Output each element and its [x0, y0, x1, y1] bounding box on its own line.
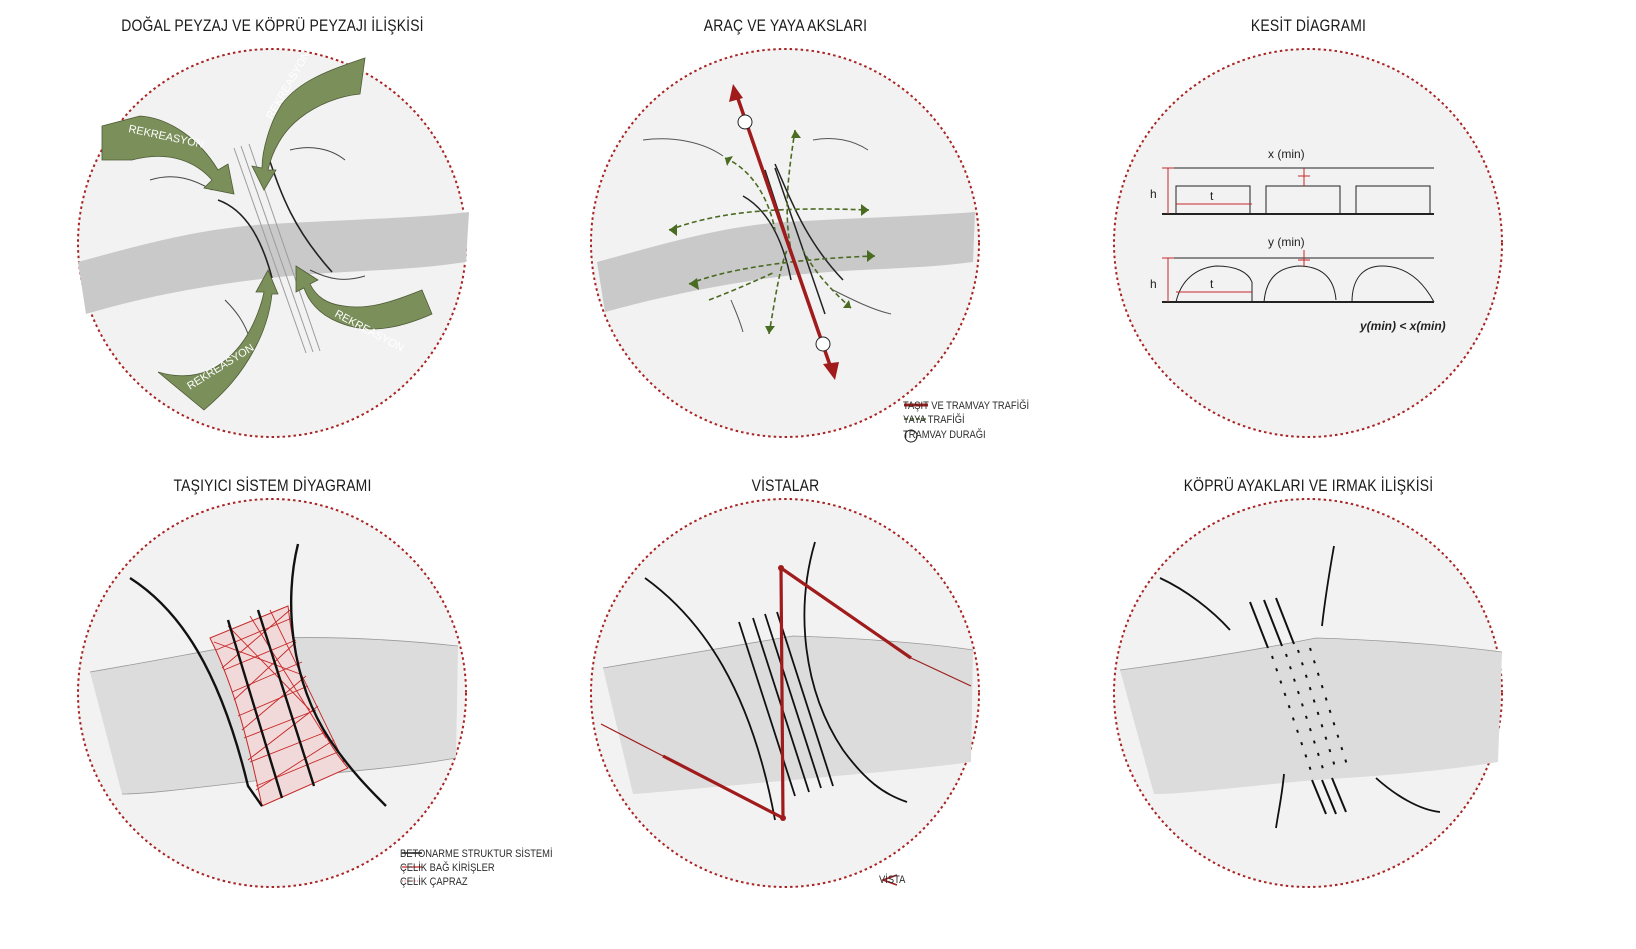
- landscape-diagram: REKREASYON REKREASYON REKREASYON REKREAS…: [77, 48, 469, 438]
- section-diagram: x (min) h t y (min) h t y(min) < x(min): [1113, 48, 1503, 438]
- legend-vehicle: TAŞIT VE TRAMVAY TRAFİĞİ: [903, 400, 1030, 412]
- panel-landscape: DOĞAL PEYZAJ VE KÖPRÜ PEYZAJI İLİŞKİSİ R…: [0, 0, 545, 474]
- vehicle-arrowhead: [823, 362, 839, 380]
- frame-circle: [1113, 48, 1503, 438]
- vehicle-legend-icon: [904, 403, 928, 407]
- legend-tram-stop: TRAMVAY DURAĞI: [903, 429, 986, 441]
- structure-diagram: [77, 498, 467, 888]
- arrow-shape: [101, 115, 235, 195]
- legend-steel-beams: ÇELİK BAĞ KİRİŞLER: [400, 862, 495, 874]
- section-x: x (min) h t: [1150, 147, 1434, 215]
- contour-lines: [642, 137, 892, 333]
- panel-axes: ARAÇ VE YAYA AKSLARI: [513, 0, 1058, 474]
- panel-title: VİSTALAR: [751, 476, 820, 495]
- panel-title: KESİT DİAGRAMI: [1250, 16, 1367, 35]
- panel-vistas: VİSTALAR VİSTA: [513, 460, 1058, 934]
- structure-legend: BETONARME STRUKTUR SİSTEMİ ÇELİK BAĞ KİR…: [400, 848, 553, 896]
- bank-curves: [217, 149, 333, 279]
- piers: [1249, 597, 1347, 815]
- bank-line: [1119, 637, 1503, 671]
- arrow-shape: [251, 57, 366, 191]
- tram-stop-icon: [815, 336, 831, 352]
- tram-stop-icon: [737, 114, 753, 130]
- comparison-label: y(min) < x(min): [1359, 319, 1446, 333]
- vehicle-axis: [733, 89, 835, 375]
- pedestrian-arrows: [668, 129, 876, 335]
- river: [78, 212, 469, 314]
- steel-bracing-grid: [209, 605, 349, 807]
- vista-lines: [600, 565, 972, 821]
- panel-title: ARAÇ VE YAYA AKSLARI: [703, 16, 868, 35]
- piers-diagram: [1113, 498, 1503, 888]
- axes-diagram: [590, 48, 980, 438]
- panel-piers: KÖPRÜ AYAKLARI VE IRMAK İLİŞKİSİ: [1036, 460, 1581, 934]
- pedestrian-arrowheads: [669, 130, 875, 334]
- arrow-shape: [295, 265, 433, 330]
- panel-title: DOĞAL PEYZAJ VE KÖPRÜ PEYZAJI İLİŞKİSİ: [121, 16, 424, 35]
- bridge-lines: [644, 541, 908, 821]
- vistas-diagram: [590, 498, 980, 888]
- concrete-structure: [129, 543, 387, 807]
- river: [603, 636, 973, 794]
- arrow-shape: [157, 269, 279, 411]
- river: [1120, 638, 1502, 794]
- y-min-label: y (min): [1268, 235, 1305, 249]
- steel-bracing-legend-icon: [402, 880, 422, 882]
- panel-section: KESİT DİAGRAMI x (min) h t: [1036, 0, 1581, 474]
- steel-beam-legend-icon: [402, 866, 422, 868]
- tram-stop-legend-icon: [904, 429, 918, 443]
- submerged-piers: [1271, 647, 1349, 775]
- legend-concrete: BETONARME STRUKTUR SİSTEMİ: [400, 848, 553, 860]
- t-label: t: [1210, 277, 1214, 291]
- pedestrian-legend-icon: [904, 418, 928, 420]
- section-y: y (min) h t: [1150, 235, 1435, 303]
- vistas-legend: VİSTA: [879, 874, 999, 894]
- concrete-legend-icon: [402, 852, 422, 854]
- h-label: h: [1150, 187, 1157, 201]
- legend-vista: VİSTA: [879, 874, 906, 886]
- panel-title: KÖPRÜ AYAKLARI VE IRMAK İLİŞKİSİ: [1183, 476, 1434, 495]
- bank-curves: [1159, 545, 1441, 829]
- panel-structure: TAŞIYICI SİSTEM DİYAGRAMI: [0, 460, 553, 934]
- vista-legend-icon: [880, 874, 898, 886]
- bank-line: [602, 635, 974, 669]
- x-min-label: x (min): [1268, 147, 1305, 161]
- axes-legend: TAŞIT VE TRAMVAY TRAFİĞİ YAYA TRAFİĞİ TR…: [903, 400, 1058, 450]
- vehicle-arrowhead: [729, 84, 743, 102]
- t-label: t: [1210, 189, 1214, 203]
- panel-title: TAŞIYICI SİSTEM DİYAGRAMI: [173, 476, 372, 495]
- recreation-arrows: [101, 57, 433, 411]
- h-label: h: [1150, 277, 1157, 291]
- legend-steel-bracing: ÇELİK ÇAPRAZ: [400, 876, 468, 888]
- legend-pedestrian: YAYA TRAFİĞİ: [903, 414, 965, 426]
